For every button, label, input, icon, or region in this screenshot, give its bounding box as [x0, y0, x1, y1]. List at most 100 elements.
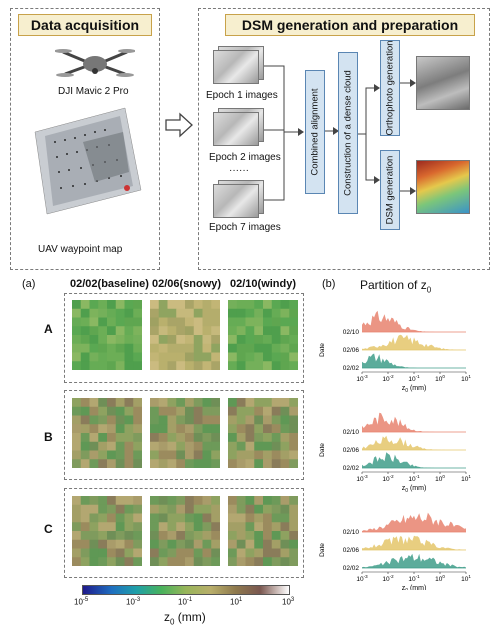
heatmap-cell	[107, 539, 117, 549]
heatmap-cell	[80, 557, 90, 566]
heatmap-cell	[107, 343, 117, 353]
heatmap-cell	[211, 424, 220, 434]
heatmap-cell	[245, 300, 255, 310]
heatmap-cell	[185, 398, 195, 408]
ridge-x-tick-label: 101	[461, 474, 471, 483]
heatmap-cell	[176, 433, 186, 443]
ridge-ylabel: Date	[319, 343, 326, 357]
heatmap-cell	[245, 531, 255, 541]
heatmap-cell	[271, 531, 281, 541]
heatmap-cell	[167, 308, 177, 318]
heatmap-cell	[263, 522, 273, 532]
heatmap-cell	[107, 352, 117, 362]
heatmap-cell	[193, 317, 203, 327]
heatmap-cell	[263, 459, 273, 468]
heatmap-cell	[289, 522, 298, 532]
heatmap-cell	[254, 504, 264, 514]
heatmap-cell	[236, 450, 246, 460]
heatmap-cell	[271, 308, 281, 318]
heatmap-cell	[271, 424, 281, 434]
heatmap-cell	[98, 531, 108, 541]
heatmap-cell	[80, 522, 90, 532]
heatmap-cell	[124, 343, 134, 353]
data-acquisition-box	[10, 8, 160, 270]
bracket-lines	[264, 65, 304, 201]
arrow-dsm-out	[400, 187, 416, 195]
heatmap-cell	[158, 317, 168, 327]
heatmap-cell	[271, 513, 281, 523]
heatmap-cell	[167, 441, 177, 451]
heatmap-cell	[263, 433, 273, 443]
heatmap-cell	[211, 504, 220, 514]
ridge-series-02-10	[362, 412, 466, 432]
heatmap-cell	[228, 352, 238, 362]
epoch7-label: Epoch 7 images	[209, 222, 281, 233]
heatmap-cell	[271, 496, 281, 506]
heatmap-cell	[72, 300, 82, 310]
heatmap-cell	[89, 504, 99, 514]
heatmap-cell	[150, 361, 160, 370]
heatmap-cell	[167, 317, 177, 327]
colorbar-tick-label: 10-3	[126, 597, 141, 607]
ridge-xlabel: z0 (mm)	[402, 585, 427, 590]
heatmap-cell	[193, 548, 203, 558]
ridge-xlabel: z0 (mm)	[402, 385, 427, 394]
heatmap-cell	[202, 406, 212, 416]
heatmap-cell	[228, 531, 238, 541]
heatmap-cell	[280, 406, 290, 416]
heatmap-cell	[228, 317, 238, 327]
heatmap-cell	[176, 539, 186, 549]
data-acquisition-title: Data acquisition	[18, 14, 152, 36]
heatmap-cell	[150, 513, 160, 523]
heatmap-cell	[254, 352, 264, 362]
heatmap-cell	[202, 352, 212, 362]
heatmap-cell	[254, 415, 264, 425]
heatmap-cell	[107, 398, 117, 408]
heatmap-cell	[150, 450, 160, 460]
step-dense-cloud: Construction of a dense cloud	[338, 52, 358, 214]
heatmap-cell	[80, 352, 90, 362]
heatmap-cell	[236, 415, 246, 425]
heatmap-cell	[236, 548, 246, 558]
heatmap-cell	[280, 326, 290, 336]
heatmap-r2-c2	[228, 496, 298, 566]
heatmap-cell	[72, 557, 82, 566]
drone-icon	[55, 49, 135, 77]
ridge-x-tick-label: 10-1	[408, 374, 420, 383]
ridge-series-02-02	[362, 452, 466, 468]
heatmap-cell	[133, 406, 142, 416]
heatmap-cell	[158, 308, 168, 318]
heatmap-cell	[245, 335, 255, 345]
heatmap-cell	[176, 504, 186, 514]
heatmap-cell	[271, 343, 281, 353]
heatmap-r0-c2	[228, 300, 298, 370]
heatmap-cell	[176, 361, 186, 370]
heatmap-cell	[98, 343, 108, 353]
heatmap-cell	[133, 424, 142, 434]
heatmap-cell	[280, 531, 290, 541]
heatmap-cell	[271, 539, 281, 549]
heatmap-cell	[80, 504, 90, 514]
waypoint-map-image	[34, 107, 142, 215]
heatmap-cell	[167, 326, 177, 336]
heatmap-cell	[236, 343, 246, 353]
heatmap-cell	[271, 415, 281, 425]
heatmap-cell	[245, 352, 255, 362]
heatmap-cell	[150, 504, 160, 514]
heatmap-cell	[107, 548, 117, 558]
heatmap-cell	[228, 406, 238, 416]
drone-label: DJI Mavic 2 Pro	[58, 86, 129, 97]
heatmap-cell	[193, 424, 203, 434]
ridge-xlabel: z0 (mm)	[402, 485, 427, 494]
heatmap-cell	[271, 441, 281, 451]
heatmap-cell	[185, 496, 195, 506]
heatmap-cell	[280, 504, 290, 514]
heatmap-cell	[158, 361, 168, 370]
heatmap-cell	[211, 450, 220, 460]
heatmap-cell	[72, 450, 82, 460]
heatmap-cell	[193, 398, 203, 408]
ridge-x-tick-label: 10-1	[408, 474, 420, 483]
heatmap-cell	[98, 326, 108, 336]
heatmap-cell	[80, 496, 90, 506]
heatmap-cell	[150, 424, 160, 434]
